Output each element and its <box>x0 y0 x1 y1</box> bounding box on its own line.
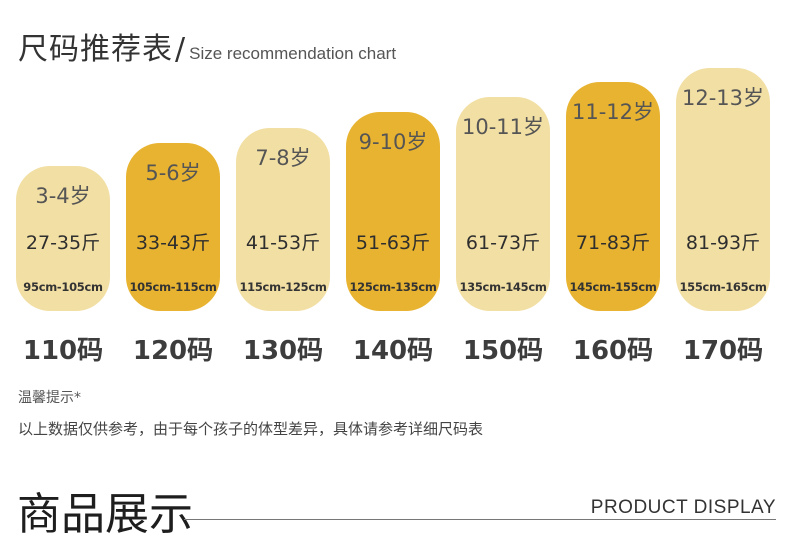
weight-range: 71-83斤 <box>575 232 651 254</box>
size-label: 130码 <box>242 336 324 366</box>
age-range: 9-10岁 <box>358 130 428 154</box>
height-range: 105cm-115cm <box>129 280 217 294</box>
tips-text: 以上数据仅供参考，由于每个孩子的体型差异，具体请参考详细尺码表 <box>18 420 484 438</box>
size-pill: 9-10岁 51-63斤 125cm-135cm <box>346 112 440 311</box>
height-range: 95cm-105cm <box>23 280 103 294</box>
size-pill: 12-13岁 81-93斤 155cm-165cm <box>676 68 770 311</box>
size-pill: 11-12岁 71-83斤 145cm-155cm <box>566 82 660 311</box>
size-pill: 5-6岁 33-43斤 105cm-115cm <box>126 143 220 311</box>
size-chart: 3-4岁 27-35斤 95cm-105cm 110码 5-6岁 33-43斤 105cm-… <box>16 68 770 366</box>
age-range: 12-13岁 <box>681 86 765 110</box>
height-range: 145cm-155cm <box>569 280 657 294</box>
weight-range: 61-73斤 <box>465 232 541 254</box>
size-label: 150码 <box>462 336 544 366</box>
age-range: 7-8岁 <box>255 146 311 170</box>
size-pill: 3-4岁 27-35斤 95cm-105cm <box>16 166 110 311</box>
age-range: 10-11岁 <box>461 115 545 139</box>
weight-range: 27-35斤 <box>25 232 101 254</box>
age-range: 11-12岁 <box>571 100 655 124</box>
section-title-chinese: 商品展示 <box>17 489 193 540</box>
size-label: 120码 <box>132 336 214 366</box>
height-range: 115cm-125cm <box>239 280 327 294</box>
size-label: 160码 <box>572 336 654 366</box>
weight-range: 41-53斤 <box>245 232 321 254</box>
title-chinese: 尺码推荐表 <box>18 32 173 67</box>
height-range: 155cm-165cm <box>679 280 767 294</box>
chart-header: 尺码推荐表 / Size recommendation chart <box>18 24 396 68</box>
weight-range: 51-63斤 <box>355 232 431 254</box>
size-pill: 7-8岁 41-53斤 115cm-125cm <box>236 128 330 311</box>
title-english: Size recommendation chart <box>189 44 397 63</box>
weight-range: 81-93斤 <box>685 232 761 254</box>
height-range: 125cm-135cm <box>349 280 437 294</box>
section-title-english: PRODUCT DISPLAY <box>590 497 776 518</box>
age-range: 3-4岁 <box>35 184 91 208</box>
size-label: 110码 <box>22 336 104 366</box>
title-separator: / <box>175 32 186 67</box>
size-pill: 10-11岁 61-73斤 135cm-145cm <box>456 97 550 311</box>
section-divider <box>184 519 776 520</box>
tips-title: 温馨提示* <box>18 390 81 406</box>
size-label: 140码 <box>352 336 434 366</box>
age-range: 5-6岁 <box>145 161 201 185</box>
size-label: 170码 <box>682 336 764 366</box>
weight-range: 33-43斤 <box>135 232 211 254</box>
height-range: 135cm-145cm <box>459 280 547 294</box>
